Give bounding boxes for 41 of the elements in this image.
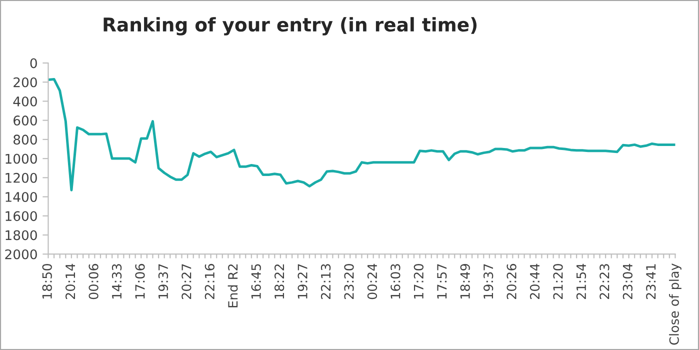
y-tick-label: 1800 <box>6 230 37 240</box>
y-tick-label: 200 <box>14 77 37 88</box>
x-tick-label: 21:54 <box>576 264 586 300</box>
x-tick-label: 22:16 <box>204 264 214 300</box>
x-tick-label: 16:45 <box>251 264 261 299</box>
y-tick-label: 1200 <box>6 172 37 183</box>
x-tick-label: 00:06 <box>88 264 98 300</box>
y-tick-label: 1000 <box>6 154 37 164</box>
y-tick-label: 1400 <box>6 192 37 202</box>
x-tick-label: 18:50 <box>42 264 52 299</box>
y-tick-label: 600 <box>14 116 37 126</box>
x-tick-label: 17:57 <box>437 264 447 299</box>
x-tick-label: 23:04 <box>622 264 632 300</box>
x-tick-label: 18:49 <box>460 264 470 299</box>
x-tick-label: 16:03 <box>390 264 400 299</box>
x-tick-label: End R2 <box>228 264 238 308</box>
x-tick-label: 20:44 <box>530 264 540 300</box>
x-tick-label: 20:26 <box>506 264 516 300</box>
x-tick-label: 23:41 <box>646 264 656 300</box>
chart-title: Ranking of your entry (in real time) <box>104 17 477 36</box>
x-tick-label: 23:20 <box>344 264 354 300</box>
x-tick-label: 19:37 <box>158 264 168 299</box>
x-tick-label: 14:33 <box>112 264 122 299</box>
x-tick-label: 18:22 <box>274 264 284 299</box>
x-tick-label: 19:37 <box>484 264 494 299</box>
x-tick-label: 00:24 <box>367 264 378 300</box>
x-tick-label: 22:23 <box>600 264 610 300</box>
x-tick-label: 17:06 <box>135 264 145 299</box>
x-tick-label: 20:27 <box>182 264 192 300</box>
y-tick-label: 400 <box>13 96 37 106</box>
y-tick-label: 1600 <box>6 211 37 222</box>
x-tick-label: 17:20 <box>414 264 424 299</box>
x-tick-label: 19:27 <box>298 264 308 299</box>
y-tick-label: 800 <box>14 134 37 145</box>
y-tick-label: 2000 <box>5 249 37 260</box>
x-tick-label: 20:14 <box>65 264 76 300</box>
x-tick-label: 22:13 <box>320 264 331 300</box>
x-tick-label: 21:20 <box>553 264 563 300</box>
x-tick-label: Close of play <box>669 264 682 345</box>
line-series <box>48 78 676 192</box>
y-tick-label: 0 <box>30 58 37 68</box>
